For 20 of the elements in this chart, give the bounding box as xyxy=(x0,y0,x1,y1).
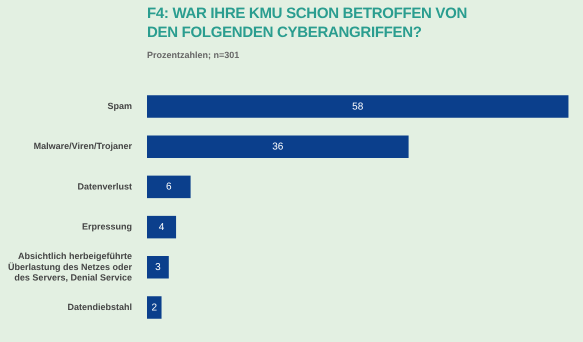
y-tick-label: Malware/Viren/Trojaner xyxy=(34,141,132,152)
data-label: 6 xyxy=(166,182,172,193)
data-label: 2 xyxy=(151,302,158,314)
data-label: 4 xyxy=(158,222,165,233)
bar xyxy=(147,135,409,158)
y-tick-label: Datenverlust xyxy=(77,181,132,192)
data-label: 3 xyxy=(155,262,162,274)
data-label: 58 xyxy=(352,101,364,112)
bar xyxy=(147,216,176,238)
bar xyxy=(147,296,162,319)
y-tick-label: Erpressung xyxy=(82,222,132,232)
y-tick-label: Datendiebstahl xyxy=(67,302,132,312)
y-tick-label: Spam xyxy=(107,100,132,111)
y-tick-label: Absichtlich herbeigeführte Überlastung des Netzes oder des Servers, Denial Service xyxy=(8,250,132,283)
bar xyxy=(147,256,169,279)
bar xyxy=(147,95,568,118)
data-label: 36 xyxy=(272,141,284,152)
chart-subtitle: Prozentzahlen; n=301 xyxy=(147,50,240,60)
chart-title: F4: WAR IHRE KMU SCHON BETROFFEN VON DEN FOLGENDEN CYBERANGRIFFEN? xyxy=(147,4,468,42)
bar xyxy=(147,176,191,198)
